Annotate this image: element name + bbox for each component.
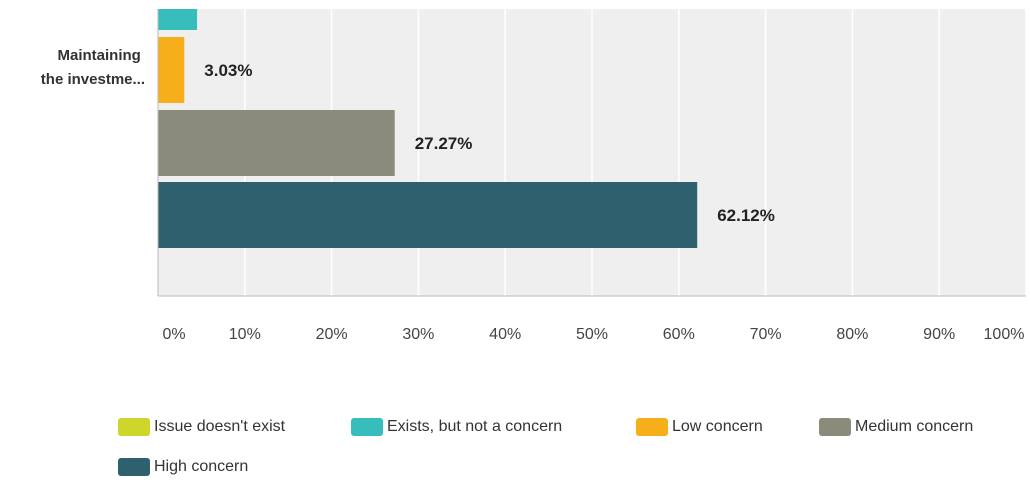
data-label: 62.12%	[717, 206, 775, 225]
x-tick-label: 80%	[836, 326, 868, 343]
bars	[158, 9, 698, 248]
x-tick-label: 10%	[229, 326, 261, 343]
legend-item-medium-concern[interactable]: Medium concern	[819, 418, 973, 436]
bar-low-concern[interactable]	[158, 37, 185, 103]
x-tick-label: 30%	[402, 326, 434, 343]
legend-label: Low concern	[672, 418, 763, 435]
x-tick-label: 100%	[984, 326, 1025, 343]
x-tick-label: 70%	[750, 326, 782, 343]
x-tick-label: 0%	[162, 326, 185, 343]
legend-item-high-concern[interactable]: High concern	[118, 458, 248, 476]
data-label: 3.03%	[204, 61, 252, 80]
x-tick-label: 60%	[663, 326, 695, 343]
legend-swatch	[351, 418, 383, 436]
legend-item-low-concern[interactable]: Low concern	[636, 418, 763, 436]
x-tick-label: 50%	[576, 326, 608, 343]
bar-high-concern[interactable]	[158, 182, 698, 248]
data-labels: 3.03% 27.27% 62.12%	[204, 61, 775, 225]
category-label-line-1: Maintaining	[58, 47, 141, 64]
legend-label: Issue doesn't exist	[154, 418, 286, 435]
legend-label: High concern	[154, 458, 249, 475]
category-label-line-2: the investme...	[41, 71, 145, 88]
legend-swatch	[819, 418, 851, 436]
x-tick-label: 90%	[923, 326, 955, 343]
x-tick-label: 40%	[489, 326, 521, 343]
legend-swatch	[118, 418, 150, 436]
data-label: 27.27%	[415, 134, 473, 153]
x-tick-label: 20%	[316, 326, 348, 343]
x-axis-ticks: 0% 10% 20% 30% 40% 50% 60% 70% 80% 90% 100%	[162, 326, 1024, 343]
bar-chart: 3.03% 27.27% 62.12% 0% 10% 20% 30% 40% 50% 60% 70…	[41, 9, 1027, 343]
legend-item-issue-doesnt-exist[interactable]: Issue doesn't exist	[118, 418, 285, 436]
legend-item-exists-not-a-concern[interactable]: Exists, but not a concern	[351, 418, 562, 436]
legend-swatch	[118, 458, 150, 476]
bar-medium-concern[interactable]	[158, 110, 395, 176]
legend-label: Exists, but not a concern	[387, 418, 563, 435]
legend-label: Medium concern	[855, 418, 974, 435]
category-label: Maintaining the investme...	[41, 47, 145, 88]
legend-swatch	[636, 418, 668, 436]
bar-exists-but-not-a-concern[interactable]	[158, 9, 198, 30]
